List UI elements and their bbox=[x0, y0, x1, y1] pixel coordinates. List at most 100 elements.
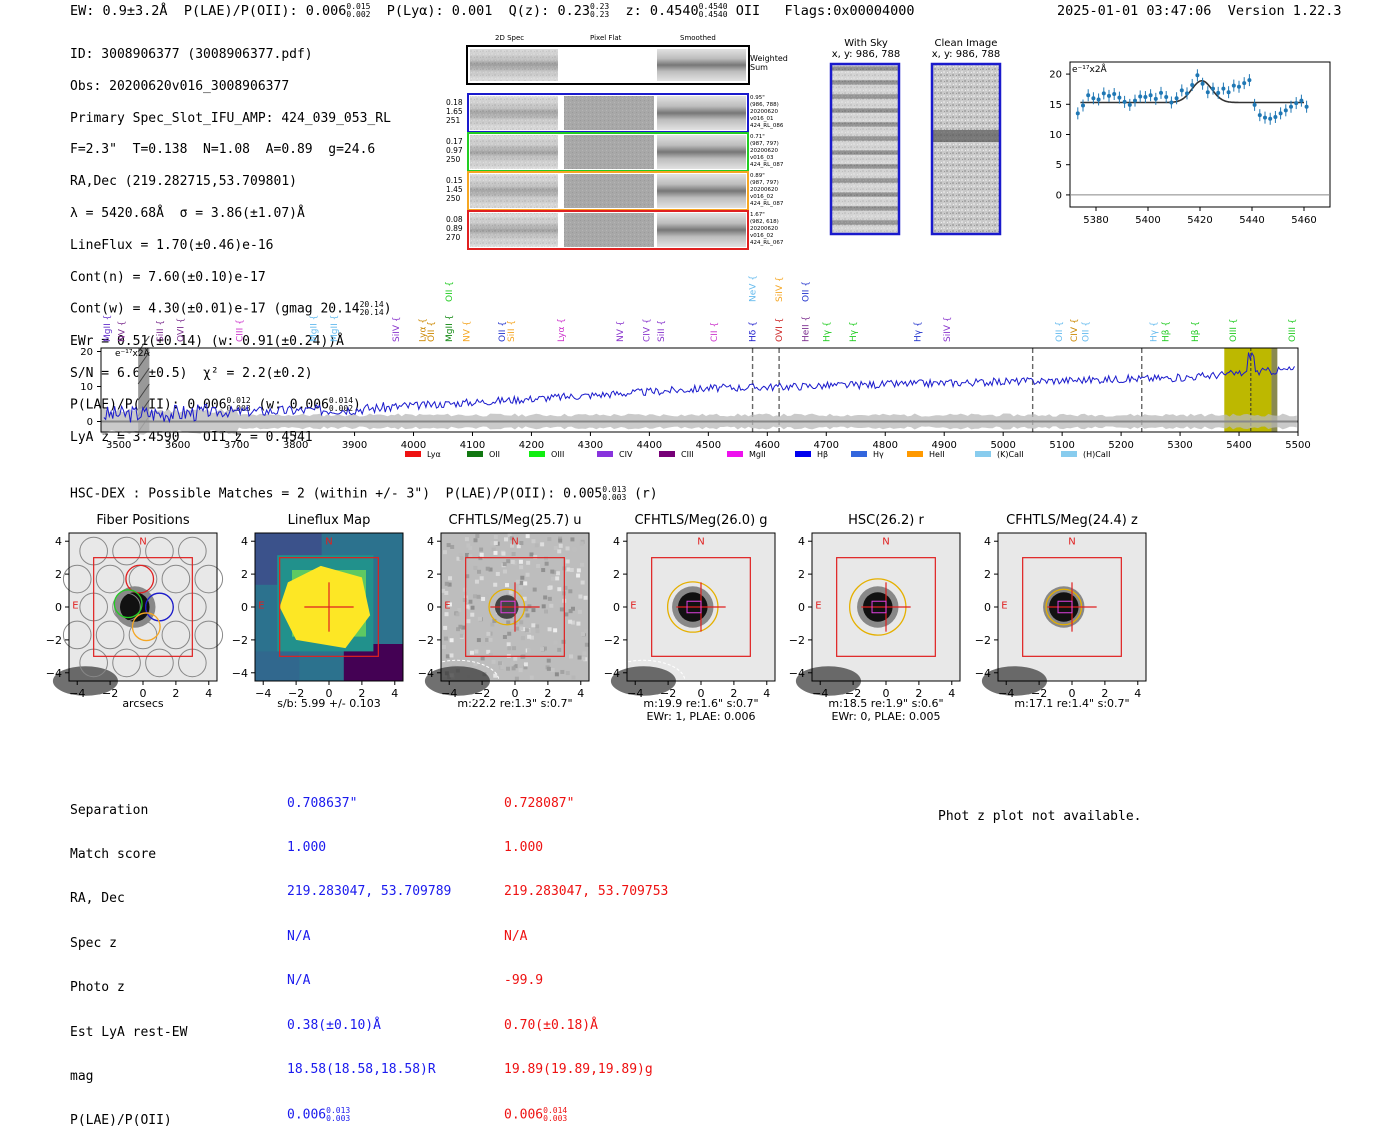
line-id-label: OII { bbox=[1055, 321, 1065, 342]
row-2dspec-noise bbox=[470, 96, 558, 130]
noise-pixel bbox=[468, 554, 473, 559]
noise-pixel bbox=[449, 653, 454, 658]
legend-label: MgII bbox=[749, 450, 766, 459]
noise-pixel bbox=[462, 587, 467, 592]
line-id-label: MgII { bbox=[330, 315, 340, 342]
row-smoothed-image bbox=[657, 213, 746, 247]
noise-pixel bbox=[527, 648, 532, 653]
noise-pixel bbox=[474, 649, 479, 654]
cutout-ytick-label: 2 bbox=[613, 568, 620, 581]
noise-pixel bbox=[579, 541, 584, 546]
cutout-title: Fiber Positions bbox=[96, 513, 190, 528]
spectrum-xtick-label: 3900 bbox=[342, 440, 367, 451]
noise-pixel bbox=[550, 576, 555, 581]
info-plae-b-sup: 0.014 bbox=[328, 396, 354, 406]
noise-pixel bbox=[560, 669, 565, 674]
legend-swatch bbox=[659, 451, 675, 457]
cutout-xtick-label: 4 bbox=[763, 687, 770, 700]
noise-pixel bbox=[550, 569, 555, 574]
hatch-line bbox=[137, 351, 150, 369]
cutout-ytick-label: 4 bbox=[427, 535, 434, 548]
m1-plae-sub: 0.003 bbox=[326, 1114, 351, 1124]
row-smoothed-image bbox=[657, 96, 746, 130]
clean-xy: x, y: 986, 788 bbox=[931, 49, 1001, 60]
cutout-ytick-label: −4 bbox=[604, 667, 620, 680]
row-smoothed-image bbox=[657, 174, 746, 208]
noise-pixel bbox=[558, 538, 563, 543]
line-id-label: NV { bbox=[118, 321, 128, 342]
noise-pixel bbox=[565, 671, 570, 676]
line-id-label: HeII { bbox=[802, 316, 812, 342]
line-id-label: SiII { bbox=[156, 320, 166, 342]
row-2dspec-noise bbox=[470, 135, 558, 169]
with-sky-frame bbox=[829, 62, 901, 236]
noise-pixel bbox=[446, 543, 451, 548]
noise-pixel bbox=[549, 603, 554, 608]
m1-plae: 0.006 0.013 0.003 bbox=[287, 1107, 451, 1123]
noise-pixel bbox=[470, 605, 475, 610]
zoom-data-point bbox=[1075, 111, 1080, 116]
noise-pixel bbox=[466, 619, 471, 624]
hatch-line bbox=[137, 367, 150, 385]
compass-east: E bbox=[630, 601, 636, 612]
row-note-line: v016_01 bbox=[750, 116, 774, 122]
cutout-caption: m:19.9 re:1.6" s:0.7" EWr: 1, PLAE: 0.006 bbox=[616, 697, 786, 723]
cutout-xtick-label: 0 bbox=[698, 687, 705, 700]
cutout-title: CFHTLS/Meg(26.0) g bbox=[634, 513, 768, 528]
cutout-caption: m:17.1 re:1.4" s:0.7" bbox=[987, 697, 1157, 710]
noise-pixel bbox=[558, 543, 563, 548]
spectrum-xtick-label: 3600 bbox=[165, 440, 190, 451]
cutout-xtick-label: −4 bbox=[255, 687, 271, 700]
legend-swatch bbox=[727, 451, 743, 457]
hatch-line bbox=[137, 383, 150, 401]
noise-pixel bbox=[541, 568, 546, 573]
noise-pixel bbox=[518, 559, 523, 564]
spectrum-xtick-label: 4700 bbox=[814, 440, 839, 451]
cutout-xtick-label: 2 bbox=[1101, 687, 1108, 700]
zoom-data-point bbox=[1153, 96, 1158, 101]
cutout-ytick-label: 2 bbox=[55, 568, 62, 581]
noise-pixel bbox=[520, 575, 525, 580]
cutout-caption-line: s/b: 5.99 +/- 0.103 bbox=[277, 697, 381, 710]
info-primary: Primary Spec_Slot_IFU_AMP: 424_039_053_R… bbox=[70, 110, 391, 126]
noise-pixel bbox=[475, 534, 480, 539]
line-id-label: NV { bbox=[463, 321, 473, 342]
cutout-caption-line: m:18.5 re:1.9" s:0.6" bbox=[828, 697, 944, 710]
noise-pixel bbox=[553, 546, 558, 551]
clean-trace bbox=[932, 130, 1000, 142]
cutout-ytick-label: −4 bbox=[789, 667, 805, 680]
noise-pixel bbox=[547, 537, 552, 542]
cutout-xtick-label: 2 bbox=[172, 687, 179, 700]
cutout-caption-line: EWr: 1, PLAE: 0.006 bbox=[646, 710, 756, 723]
cutout-caption-line: EWr: 0, PLAE: 0.005 bbox=[831, 710, 941, 723]
cutout-ytick-label: 0 bbox=[241, 601, 248, 614]
search-box bbox=[93, 557, 193, 657]
legend-swatch bbox=[1061, 451, 1077, 457]
noise-pixel bbox=[486, 649, 491, 654]
noise-pixel bbox=[465, 574, 470, 579]
zoom-data-point bbox=[1231, 83, 1236, 88]
noise-pixel bbox=[443, 636, 448, 641]
noise-pixel bbox=[533, 554, 538, 559]
noise-pixel bbox=[447, 602, 452, 607]
noise-pixel bbox=[557, 549, 562, 554]
noise-pixel bbox=[507, 646, 512, 651]
noise-pixel bbox=[498, 661, 503, 666]
zoom-data-point bbox=[1211, 86, 1215, 91]
row-note-line: 0.95" bbox=[750, 95, 765, 101]
zoom-data-point bbox=[1257, 113, 1262, 118]
row-stat-value: 0.15 bbox=[446, 176, 463, 185]
noise-pixel bbox=[509, 536, 514, 541]
cutout-ytick-label: −2 bbox=[975, 634, 991, 647]
header-z-line: OII bbox=[735, 3, 761, 19]
cutout-ytick-label: −2 bbox=[789, 634, 805, 647]
noise-pixel bbox=[546, 666, 551, 671]
noise-pixel bbox=[523, 665, 528, 670]
row-pixelflat-image bbox=[564, 213, 654, 247]
label-plae: P(LAE)/P(OII) bbox=[70, 1113, 172, 1129]
zoom-data-point bbox=[1148, 93, 1153, 98]
spectrum-xtick-label: 3700 bbox=[224, 440, 249, 451]
noise-pixel bbox=[513, 656, 518, 661]
cutout-image: N E 4 2 0 −2 −4 −4 −2 0 2 4 bbox=[415, 532, 590, 700]
header-plae-sub: 0.002 bbox=[346, 10, 371, 19]
